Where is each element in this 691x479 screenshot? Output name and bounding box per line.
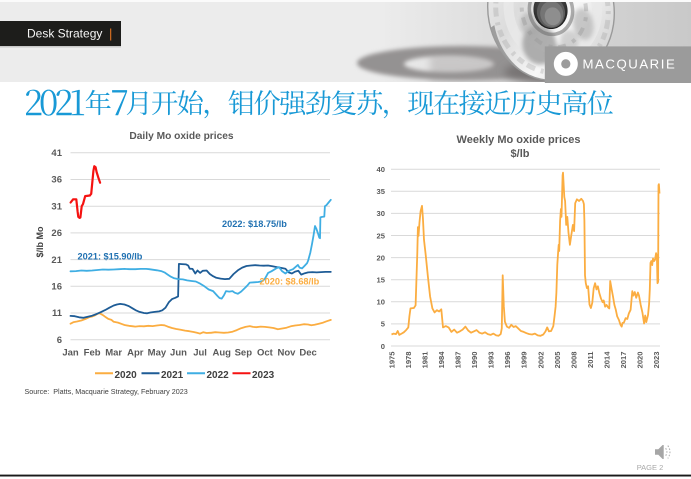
svg-text:Jun: Jun <box>170 348 187 359</box>
svg-text:36: 36 <box>51 175 62 186</box>
svg-text:Jan: Jan <box>62 348 79 359</box>
svg-text:Weekly Mo oxide prices: Weekly Mo oxide prices <box>457 134 581 146</box>
svg-text:10: 10 <box>377 298 385 307</box>
svg-text:Sep: Sep <box>235 348 253 359</box>
svg-text:Mar: Mar <box>105 348 122 359</box>
svg-text:May: May <box>148 348 167 359</box>
svg-text:41: 41 <box>51 148 62 159</box>
svg-text:31: 31 <box>51 201 62 212</box>
svg-text:30: 30 <box>377 209 385 218</box>
svg-text:2022: 2022 <box>207 370 230 381</box>
svg-text:2023: 2023 <box>252 370 275 381</box>
svg-text:2021: $15.90/lb: 2021: $15.90/lb <box>78 252 143 262</box>
svg-text:2020: $8.68/lb: 2020: $8.68/lb <box>260 277 320 287</box>
svg-text:Source: Platts, Macquarie Str: Source: Platts, Macquarie Strategy, Febr… <box>25 387 188 396</box>
svg-text:6: 6 <box>57 335 62 346</box>
svg-text:Apr: Apr <box>127 348 144 359</box>
svg-text:2020: 2020 <box>115 370 138 381</box>
svg-text:5: 5 <box>381 320 386 329</box>
svg-text:Jul: Jul <box>193 348 207 359</box>
svg-text:2002: 2002 <box>536 352 545 369</box>
svg-text:15: 15 <box>377 276 386 285</box>
svg-text:1981: 1981 <box>421 351 430 369</box>
svg-text:2005: 2005 <box>553 351 562 369</box>
svg-text:$/lb Mo: $/lb Mo <box>35 226 45 258</box>
svg-text:|: | <box>109 26 112 41</box>
svg-text:Oct: Oct <box>257 348 274 359</box>
svg-text:Feb: Feb <box>84 348 101 359</box>
svg-text:2008: 2008 <box>569 352 578 369</box>
svg-text:21: 21 <box>51 255 62 266</box>
svg-text:1975: 1975 <box>388 351 397 369</box>
svg-text:Nov: Nov <box>278 348 297 359</box>
svg-text:Dec: Dec <box>299 348 316 359</box>
svg-text:MACQUARIE: MACQUARIE <box>583 57 677 72</box>
svg-text:2023: 2023 <box>652 352 661 369</box>
svg-text:Daily Mo oxide prices: Daily Mo oxide prices <box>129 131 234 142</box>
svg-text:2020: 2020 <box>636 352 645 369</box>
svg-text:2014: 2014 <box>602 351 611 369</box>
svg-text:35: 35 <box>377 187 386 196</box>
svg-text:1978: 1978 <box>404 352 413 369</box>
svg-text:1996: 1996 <box>503 352 512 369</box>
svg-text:$/lb: $/lb <box>511 148 530 160</box>
svg-text:PAGE 2: PAGE 2 <box>637 463 664 472</box>
svg-text:2022: $18.75/lb: 2022: $18.75/lb <box>222 219 287 229</box>
svg-text:11: 11 <box>52 308 63 319</box>
svg-text:2021: 2021 <box>161 370 184 381</box>
svg-text:1993: 1993 <box>487 352 496 369</box>
svg-text:25: 25 <box>377 231 386 240</box>
svg-text:1990: 1990 <box>470 352 479 369</box>
svg-text:20: 20 <box>377 253 385 262</box>
svg-text:Desk Strategy: Desk Strategy <box>27 27 102 41</box>
svg-text:2017: 2017 <box>619 352 628 369</box>
svg-text:26: 26 <box>51 228 62 239</box>
svg-text:1987: 1987 <box>454 352 463 369</box>
svg-text:1984: 1984 <box>437 351 446 369</box>
svg-text:Aug: Aug <box>212 348 231 359</box>
svg-text:16: 16 <box>51 282 62 293</box>
svg-text:1999: 1999 <box>520 352 529 369</box>
svg-text:40: 40 <box>377 165 385 174</box>
svg-text:0: 0 <box>381 342 385 351</box>
svg-text:2011: 2011 <box>586 351 595 368</box>
